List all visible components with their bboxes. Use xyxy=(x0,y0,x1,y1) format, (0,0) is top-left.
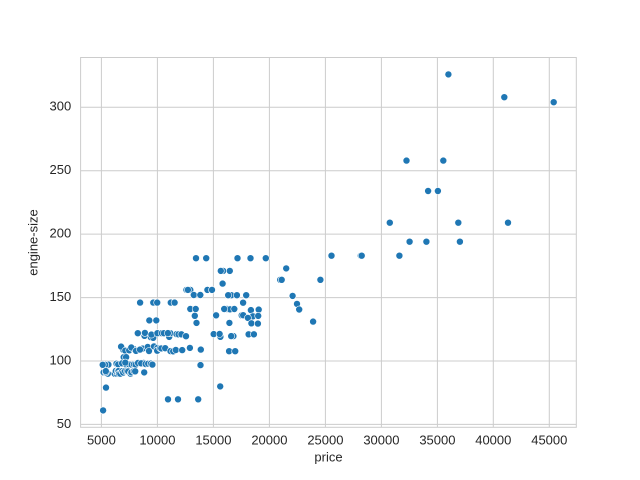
svg-text:150: 150 xyxy=(49,289,71,304)
svg-text:100: 100 xyxy=(49,352,71,367)
svg-text:50: 50 xyxy=(57,416,71,431)
svg-text:250: 250 xyxy=(49,162,71,177)
svg-text:45000: 45000 xyxy=(531,433,567,448)
svg-text:25000: 25000 xyxy=(307,433,343,448)
svg-text:15000: 15000 xyxy=(195,433,231,448)
svg-text:300: 300 xyxy=(49,99,71,114)
svg-text:5000: 5000 xyxy=(87,433,116,448)
svg-text:engine-size: engine-size xyxy=(25,209,40,276)
svg-text:price: price xyxy=(314,450,342,465)
svg-text:30000: 30000 xyxy=(363,433,399,448)
svg-text:200: 200 xyxy=(49,226,71,241)
svg-text:10000: 10000 xyxy=(139,433,175,448)
svg-text:20000: 20000 xyxy=(251,433,287,448)
svg-text:40000: 40000 xyxy=(475,433,511,448)
svg-text:35000: 35000 xyxy=(419,433,455,448)
